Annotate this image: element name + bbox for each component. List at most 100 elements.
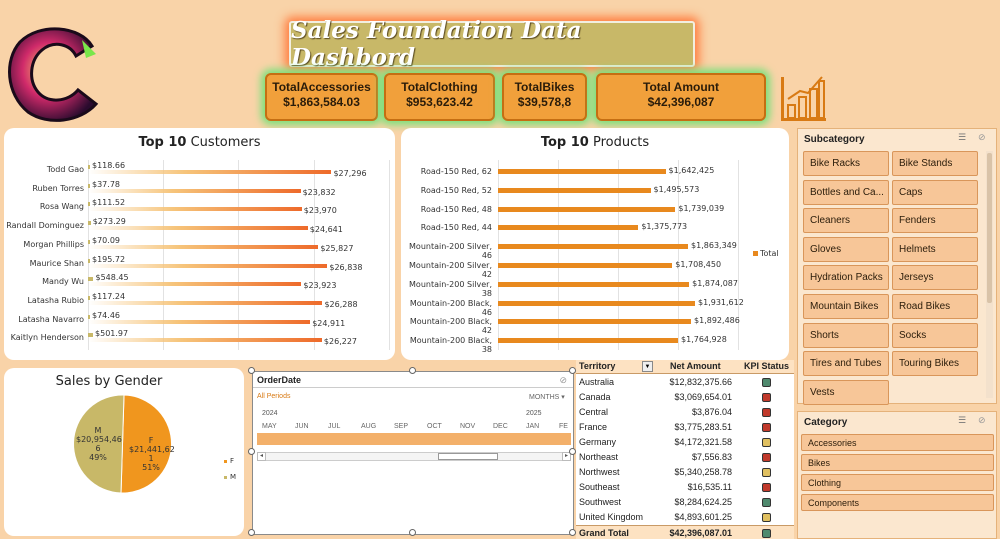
chevron-down-icon: ▾ [561,394,565,401]
bar [498,263,673,268]
subcategory-option[interactable]: Gloves [803,236,889,262]
gridline [738,160,739,350]
kpi-status-indicator [762,483,771,492]
bar-secondary [88,221,91,226]
data-label: $118.66 [92,161,126,170]
subcategory-option[interactable]: Hydration Packs [803,265,889,291]
order-date-timeline[interactable]: OrderDate ⊘ All Periods MONTHS ▾ 2024 20… [252,371,574,535]
bar-primary [88,207,302,212]
category-option[interactable]: Clothing [801,474,994,491]
gender-panel: Sales by Gender M $20,954,46 6 49% F $21… [4,368,244,536]
subcategory-option[interactable]: Tires and Tubes [803,351,889,377]
subcategory-option[interactable]: Shorts [803,322,889,348]
table-row: France $3,775,283.51 [576,420,794,435]
resize-handle[interactable] [569,367,576,374]
net-amount: $16,535.11 [687,482,732,492]
resize-handle[interactable] [409,529,416,536]
scroll-left-arrow[interactable]: ◂ [257,452,266,461]
bar [498,225,639,231]
clear-filter-icon[interactable]: ⊘ [978,133,986,143]
legend-swatch-f [224,460,227,463]
subcategory-option[interactable]: Cleaners [803,208,889,234]
net-amount: $3,069,654.01 [674,392,732,402]
subcategory-option[interactable]: Bike Stands [892,151,978,176]
title-rest: Products [588,135,650,150]
data-label: $24,641 [309,225,343,235]
multi-select-icon[interactable]: ☰ [958,133,967,143]
bar [498,187,651,193]
pie-label-m: M $20,954,46 6 49% [76,426,122,462]
bar-secondary [88,314,90,319]
timeline-bar[interactable] [257,433,571,445]
dashboard-title: Sales Foundation Data Dashbord [289,17,695,71]
territory-name: Canada [579,392,611,402]
resize-handle[interactable] [248,448,255,455]
category-option[interactable]: Components [801,494,994,511]
subcategory-option[interactable]: Fenders [892,208,978,234]
product-name: Road-150 Red, 62 [420,167,492,176]
subcategory-option[interactable]: Jerseys [892,265,978,291]
year-label: 2024 [262,410,278,417]
kpi-status-indicator [762,393,771,402]
top-products-title: Top 10 Products [401,135,789,150]
filter-dropdown-icon[interactable]: ▼ [642,361,653,372]
resize-handle[interactable] [569,529,576,536]
net-amount: $12,832,375.66 [669,377,732,387]
scroll-thumb[interactable] [987,153,992,303]
net-amount: $4,172,321.58 [674,437,732,447]
month-label: AUG [361,423,377,430]
kpi-value: $39,578,8 [517,95,572,109]
resize-handle[interactable] [248,367,255,374]
bar-secondary [88,258,90,263]
multi-select-icon[interactable]: ☰ [958,416,967,426]
subcategory-option[interactable]: Caps [892,179,978,205]
clear-filter-icon[interactable]: ⊘ [978,416,986,426]
slicer-title: Category [804,417,848,428]
timeline-scrollbar[interactable]: ◂ ▸ [257,452,571,461]
category-option[interactable]: Bikes [801,454,994,471]
subcategory-option[interactable]: Road Bikes [892,294,978,319]
data-label: $1,495,573 [653,184,700,194]
subcategory-option[interactable]: Mountain Bikes [803,294,889,319]
category-option[interactable]: Accessories [801,434,994,451]
subcategory-option[interactable]: Bike Racks [803,151,889,176]
all-periods-label: All Periods [257,393,291,400]
data-label: $1,874,087 [692,278,738,288]
table-row: Northwest $5,340,258.78 [576,465,794,480]
gridline [618,160,619,350]
gender-pie [72,394,173,494]
subcategory-option[interactable]: Vests [803,379,889,405]
kpi-label: TotalClothing [401,80,478,94]
divider [253,387,573,388]
product-name: Mountain-200 Black, 42 [409,317,492,336]
bar-primary [88,338,322,343]
table-header: Territory ▼ Net Amount KPI Status [576,360,794,374]
scroll-right-arrow[interactable]: ▸ [562,452,571,461]
territory-name: France [579,422,608,432]
pie-slice-m [72,394,125,494]
data-label: $548.45 [95,273,129,283]
gridline [498,160,499,350]
resize-handle[interactable] [569,448,576,455]
data-label: $70.09 [92,235,120,245]
bar-chart-icon [781,76,826,121]
territory-name: Southeast [579,482,620,492]
table-row: Southwest $8,284,624.25 [576,495,794,510]
subcategory-option[interactable]: Socks [892,322,978,348]
data-label: $1,642,425 [668,166,715,175]
subcategory-option[interactable]: Helmets [892,236,978,262]
kpi-value: $1,863,584.03 [283,95,360,109]
resize-handle[interactable] [248,529,255,536]
kpi-status-indicator [762,498,771,507]
year-label: 2025 [526,410,542,417]
scrollbar[interactable] [986,151,993,398]
territory-name: Southwest [579,497,622,507]
scroll-thumb[interactable] [438,453,498,460]
clear-filter-icon[interactable]: ⊘ [559,375,567,385]
resize-handle[interactable] [409,367,416,374]
time-unit-selector[interactable]: MONTHS ▾ [529,393,565,401]
gridline [388,160,390,350]
kpi-value: $953,623.42 [406,95,473,109]
subcategory-option[interactable]: Bottles and Ca... [803,179,889,205]
subcategory-option[interactable]: Touring Bikes [892,351,978,377]
